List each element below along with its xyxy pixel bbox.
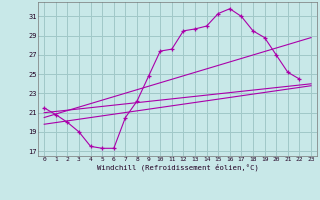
X-axis label: Windchill (Refroidissement éolien,°C): Windchill (Refroidissement éolien,°C) — [97, 164, 259, 171]
